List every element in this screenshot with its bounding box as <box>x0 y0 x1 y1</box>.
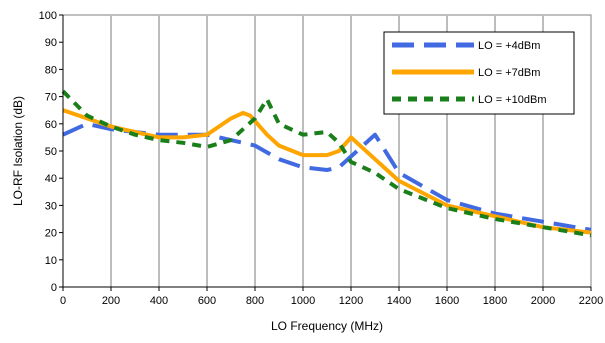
y-tick-label: 30 <box>45 200 57 212</box>
y-tick-label: 0 <box>51 282 57 294</box>
x-axis-title: LO Frequency (MHz) <box>271 319 383 333</box>
y-tick-label: 60 <box>45 119 57 131</box>
series-layer <box>61 89 592 238</box>
y-tick-label: 50 <box>45 146 57 158</box>
series-2-legend-label: LO = +7dBm <box>478 67 540 79</box>
y-tick-label: 70 <box>45 92 57 104</box>
y-tick-label: 20 <box>45 228 57 240</box>
x-tick-label: 0 <box>60 295 66 307</box>
x-tick-label: 600 <box>198 295 216 307</box>
x-tick-label: 1200 <box>339 295 363 307</box>
series-2-line <box>62 108 592 235</box>
x-tick-label: 1000 <box>291 295 315 307</box>
x-tick-label: 1400 <box>387 295 411 307</box>
series-3-legend-label: LO = +10dBm <box>478 94 547 106</box>
x-tick-label: 2000 <box>531 295 555 307</box>
y-axis-title: LO-RF Isolation (dB) <box>11 96 25 206</box>
x-axis-ticks: 0 200 400 600 800 1000 1200 1400 1600 1800 2000 220… <box>60 287 603 307</box>
y-tick-label: 100 <box>39 10 57 22</box>
series-1-legend-label: LO = +4dBm <box>478 40 540 52</box>
y-tick-label: 40 <box>45 173 57 185</box>
legend: LO = +4dBm LO = +7dBm LO = +10dBm <box>383 31 575 115</box>
x-tick-label: 400 <box>150 295 168 307</box>
x-tick-label: 2200 <box>579 295 603 307</box>
x-tick-label: 1600 <box>435 295 459 307</box>
y-axis-ticks: 0 10 20 30 40 50 60 70 80 90 100 <box>39 10 63 294</box>
y-tick-label: 80 <box>45 64 57 76</box>
y-tick-label: 90 <box>45 37 57 49</box>
x-tick-label: 200 <box>102 295 120 307</box>
x-tick-label: 800 <box>246 295 264 307</box>
x-tick-label: 1800 <box>483 295 507 307</box>
y-tick-label: 10 <box>45 255 57 267</box>
